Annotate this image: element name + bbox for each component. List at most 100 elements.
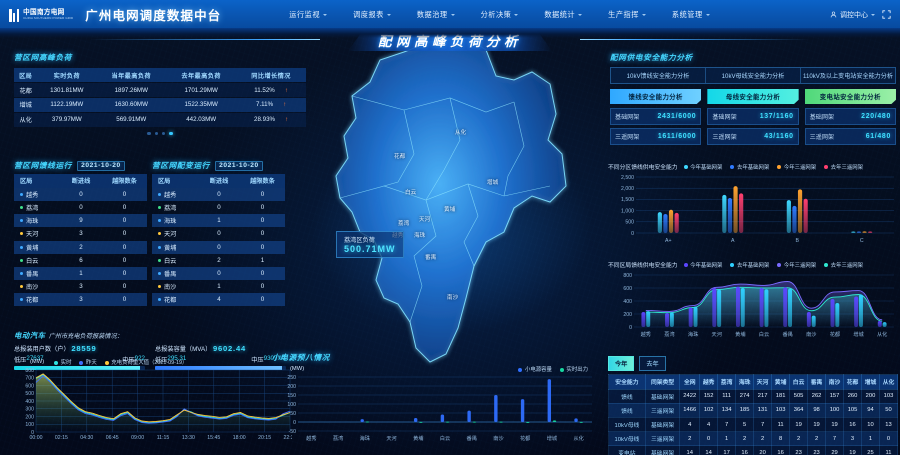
list-item[interactable]: 白云 6 0 <box>14 254 147 267</box>
user-menu[interactable]: 调控中心 <box>830 10 875 20</box>
table-row[interactable]: 从化 379.97MW 569.91MW 442.03MW 28.93% ↑ <box>14 112 306 127</box>
status-dot-icon <box>20 298 23 302</box>
capacity-metric-row: 三遥网架 61/480 <box>804 128 896 146</box>
list-item[interactable]: 海珠 9 0 <box>14 214 147 228</box>
table-row[interactable]: 10kV母线 三遥网架 2 0 1 2 2 8 2 2 7 3 1 0 <box>608 431 898 447</box>
list-item[interactable]: 白云 2 1 <box>152 254 285 267</box>
table-row[interactable]: 增城 1122.19MW 1630.60MW 1522.35MW 7.11% ↑ <box>14 97 306 112</box>
cell: 1466 <box>679 402 701 418</box>
list-item[interactable]: 海珠 1 0 <box>152 214 285 228</box>
list-item[interactable]: 番禺 1 0 <box>14 266 147 281</box>
svg-text:250: 250 <box>287 375 296 381</box>
nav-item-4[interactable]: 数据统计 <box>531 10 595 20</box>
list-item[interactable]: 荔湾 0 0 <box>152 201 285 214</box>
list-item[interactable]: 越秀 0 0 <box>14 187 147 201</box>
nav-item-3[interactable]: 分析决策 <box>468 10 532 20</box>
feeder-run-scroll[interactable]: 越秀00荔湾00海珠90天河30黄埔20白云60番禺10南沙30花都30增城30… <box>14 187 147 306</box>
nav-item-1[interactable]: 调度报表 <box>340 10 404 20</box>
ev-capacity-bar <box>155 365 286 370</box>
area-label: 黄埔 <box>26 244 39 252</box>
capacity-card-header[interactable]: 母线安全能力分析 <box>707 89 798 104</box>
transformer-run-scroll[interactable]: 越秀00荔湾00海珠10天河00黄埔00白云21番禺00南沙10花都40增城10… <box>152 187 285 306</box>
table-row[interactable]: 馈线 三遥网架 1466 102 134 185 131 103 364 98 100 105 94 50 <box>608 402 898 418</box>
bar-legend-item[interactable]: 今年三遥网架 <box>777 163 816 171</box>
svg-text:700: 700 <box>25 376 34 382</box>
ev-cap-label: 总报装容量（MVA） <box>155 346 212 353</box>
year-tab-1[interactable]: 去年 <box>639 356 666 371</box>
cell: 111 <box>717 388 737 404</box>
status-dot-icon <box>20 206 23 210</box>
area-legend-item[interactable]: 今年基础网架 <box>683 261 722 269</box>
metric-label: 三遥网架 <box>809 134 835 142</box>
svg-text:500: 500 <box>625 220 634 226</box>
load-legend-item[interactable]: 昨天 <box>79 358 97 366</box>
table-row[interactable]: 花都 1301.81MW 1897.26MW 1701.29MW 11.52% ↑ <box>14 83 306 97</box>
chevron-down-icon <box>578 13 583 16</box>
capacity-tab-2[interactable]: 110kV及以上变电站安全能力分析 <box>803 73 893 80</box>
page-dot-2[interactable] <box>162 131 166 135</box>
year-tab-0[interactable]: 今年 <box>608 356 635 371</box>
hydro-unit: (MW) <box>290 366 305 372</box>
peak-pagination[interactable] <box>14 131 306 135</box>
list-item[interactable]: 花都 3 0 <box>14 293 147 306</box>
cell-c1: 0 <box>79 190 83 198</box>
list-item[interactable]: 荔湾 0 0 <box>14 201 147 214</box>
nav-item-label: 数据统计 <box>544 9 576 19</box>
hydro-legend-item[interactable]: 实时出力 <box>559 365 588 373</box>
status-dot-icon <box>158 285 161 289</box>
nav-item-label: 分析决策 <box>480 9 512 19</box>
area-legend-item[interactable]: 今年三遥网架 <box>777 261 816 269</box>
list-item[interactable]: 花都 4 0 <box>152 293 285 306</box>
list-item[interactable]: 黄埔 0 0 <box>152 240 285 254</box>
list-item[interactable]: 南沙 3 0 <box>14 280 147 293</box>
svg-text:06:45: 06:45 <box>106 435 119 441</box>
nav-item-2[interactable]: 数据治理 <box>404 10 468 20</box>
page-dot-3[interactable] <box>169 131 173 135</box>
fullscreen-icon[interactable] <box>882 10 891 19</box>
cell: 4 <box>699 416 719 433</box>
svg-text:南沙: 南沙 <box>493 434 503 442</box>
load-legend-item[interactable]: 实时 <box>54 358 71 366</box>
cell: 4 <box>679 416 701 433</box>
list-item[interactable]: 南沙 1 0 <box>152 280 285 293</box>
map-label-增城: 增城 <box>487 180 499 186</box>
bar-legend-item[interactable]: 去年基础网架 <box>730 163 769 171</box>
nav-item-5[interactable]: 生产指挥 <box>595 10 659 20</box>
svg-text:18:00: 18:00 <box>233 435 246 441</box>
map-label-番禺: 番禺 <box>425 255 437 261</box>
table-row[interactable]: 变电站 基础网架 14 14 17 16 20 16 23 23 29 19 25 11 <box>608 445 898 455</box>
page-dot-1[interactable] <box>154 131 158 135</box>
bar-legend-item[interactable]: 今年基础网架 <box>683 163 723 171</box>
legend-label: 今年基础网架 <box>690 164 723 171</box>
page-dot-0[interactable] <box>147 131 151 135</box>
nav-item-6[interactable]: 系统管理 <box>659 10 723 20</box>
cell-c2: 0 <box>122 243 127 251</box>
cell-c1: 0 <box>217 243 221 251</box>
list-item[interactable]: 天河 3 0 <box>14 227 147 240</box>
cell: 馈线 <box>608 402 646 418</box>
cell: 274 <box>735 388 755 404</box>
area-legend-item[interactable]: 去年基础网架 <box>730 261 769 269</box>
hydro-legend-item[interactable]: 小电源容量 <box>518 365 552 373</box>
list-item[interactable]: 越秀 0 0 <box>152 187 285 201</box>
bar-legend-item[interactable]: 去年三遥网架 <box>824 163 863 171</box>
cell-cur_max: 1630.60MW <box>96 97 167 112</box>
capacity-tab-1[interactable]: 10kV母线安全能力分析 <box>706 68 801 83</box>
metric-label: 三遥网架 <box>712 134 737 142</box>
capacity-card-header[interactable]: 变电站安全能力分析 <box>805 89 896 104</box>
cell-area: 海珠 <box>152 216 198 225</box>
list-item[interactable]: 天河 0 0 <box>152 227 285 240</box>
summary-col: 天河 <box>753 374 773 390</box>
table-row[interactable]: 10kV母线 基础网架 4 4 7 5 7 11 19 19 19 16 10 13 <box>608 416 898 433</box>
capacity-card-header[interactable]: 馈线安全能力分析 <box>610 89 701 104</box>
capacity-tab-0[interactable]: 10kV馈线安全能力分析 <box>611 68 706 83</box>
load-legend-item[interactable]: 充电负荷重大值（2021-09-19） <box>104 358 187 366</box>
area-legend-item[interactable]: 去年三遥网架 <box>824 261 863 269</box>
capacity-card-1: 母线安全能力分析 基础网架 137/1160 三遥网架 43/1160 <box>707 89 799 146</box>
nav-item-0[interactable]: 运行监视 <box>276 10 340 20</box>
metric-label: 三遥网架 <box>615 134 640 142</box>
table-row[interactable]: 馈线 基础网架 2422 152 111 274 217 181 505 262 157 260 200… <box>608 388 898 404</box>
list-item[interactable]: 番禺 0 0 <box>152 266 285 281</box>
cell-c1: 0 <box>217 270 221 277</box>
list-item[interactable]: 黄埔 2 0 <box>14 240 147 254</box>
